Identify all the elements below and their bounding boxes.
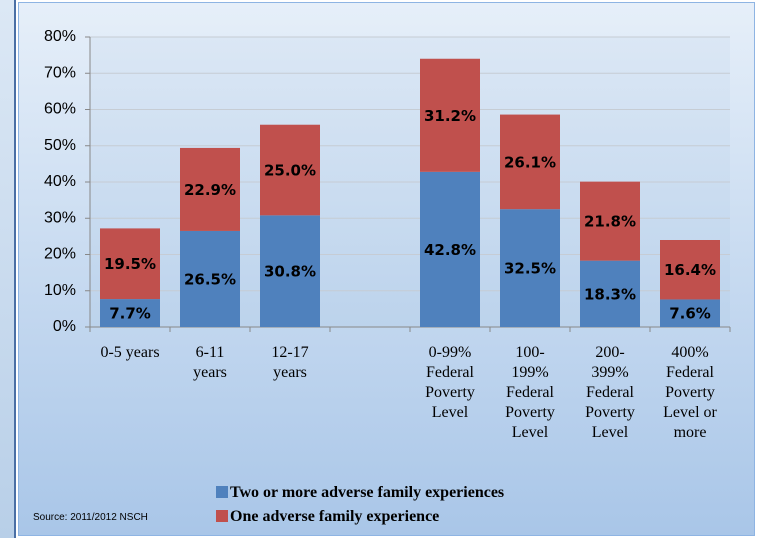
legend-swatch xyxy=(216,510,228,522)
y-tick-label: 70% xyxy=(44,64,76,81)
y-tick-label: 20% xyxy=(44,246,76,263)
value-label: 31.2% xyxy=(424,107,476,125)
bar-segment xyxy=(260,215,320,327)
legend-entry: One adverse family experience xyxy=(216,508,439,526)
bar-segment xyxy=(180,147,240,231)
bar-segment xyxy=(180,230,240,327)
y-tick-label: 0% xyxy=(53,318,76,335)
y-tick-label: 50% xyxy=(44,137,76,154)
y-tick-label: 80% xyxy=(44,28,76,45)
side-strip xyxy=(0,0,16,538)
bar-segment xyxy=(580,181,640,261)
x-tick-label: 0-99% Federal Poverty Level xyxy=(425,344,475,421)
y-tick-label: 60% xyxy=(44,101,76,118)
bar-segment xyxy=(100,299,160,327)
value-label: 26.1% xyxy=(504,153,556,171)
value-label: 32.5% xyxy=(504,260,556,278)
value-label: 42.8% xyxy=(424,241,476,259)
x-tick-label: 100- 199% Federal Poverty Level xyxy=(505,344,555,441)
value-label: 25.0% xyxy=(264,162,316,180)
value-label: 18.3% xyxy=(584,285,636,303)
bar-segment xyxy=(420,171,480,327)
bar-segment xyxy=(500,114,560,210)
legend-label: Two or more adverse family experiences xyxy=(230,484,505,501)
bar-segment xyxy=(660,299,720,327)
legend-label: One adverse family experience xyxy=(230,508,440,525)
legend-entry: Two or more adverse family experiences xyxy=(216,484,504,502)
bar-segment xyxy=(420,58,480,172)
bar-segment xyxy=(500,209,560,327)
source-note: Source: 2011/2012 NSCH xyxy=(33,512,148,523)
value-label: 22.9% xyxy=(184,181,236,199)
bar-segment xyxy=(260,124,320,216)
x-tick-label: 12-17 years xyxy=(271,344,309,381)
value-label: 16.4% xyxy=(664,261,716,279)
x-tick-label: 6-11 years xyxy=(193,344,227,381)
value-label: 19.5% xyxy=(104,255,156,273)
value-label: 21.8% xyxy=(584,213,636,231)
bar-segment xyxy=(100,228,160,300)
legend-swatch xyxy=(216,486,228,498)
y-tick-label: 10% xyxy=(44,282,76,299)
x-tick-label: 200- 399% Federal Poverty Level xyxy=(585,344,635,441)
value-label: 30.8% xyxy=(264,263,316,281)
value-label: 26.5% xyxy=(184,270,236,288)
bar-segment xyxy=(580,260,640,327)
value-label: 7.7% xyxy=(109,305,151,323)
bar-segment xyxy=(660,240,720,300)
y-tick-label: 30% xyxy=(44,209,76,226)
x-tick-label: 400% Federal Poverty Level or more xyxy=(663,344,717,441)
x-tick-label: 0-5 years xyxy=(100,344,160,361)
y-tick-label: 40% xyxy=(44,173,76,190)
value-label: 7.6% xyxy=(669,305,711,323)
